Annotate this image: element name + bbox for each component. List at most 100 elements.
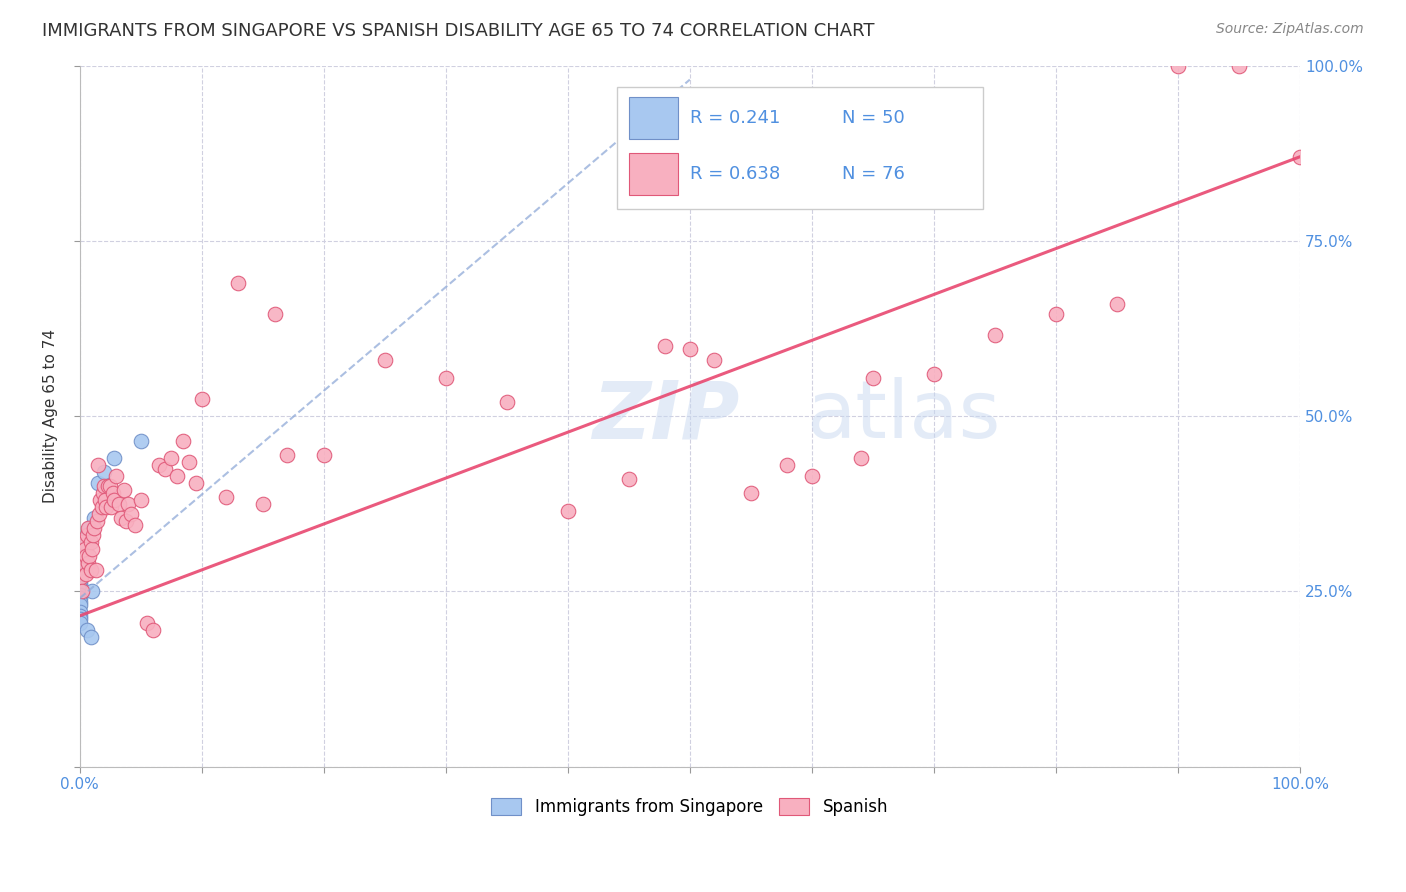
Point	[226, 276, 249, 290]
Point	[69, 612, 91, 626]
Point	[776, 458, 799, 472]
Point	[129, 493, 152, 508]
Point	[69, 615, 91, 630]
Point	[69, 588, 91, 602]
Point	[849, 451, 872, 466]
Point	[101, 486, 124, 500]
Point	[70, 553, 93, 567]
Point	[89, 507, 111, 521]
Point	[215, 490, 238, 504]
Point	[73, 556, 96, 570]
Point	[984, 328, 1007, 343]
Point	[73, 542, 96, 557]
Text: atlas: atlas	[806, 377, 1000, 455]
Point	[654, 339, 676, 353]
Text: Source: ZipAtlas.com: Source: ZipAtlas.com	[1216, 22, 1364, 37]
Point	[922, 367, 945, 381]
Point	[1227, 59, 1250, 73]
Point	[96, 500, 118, 515]
Point	[87, 458, 110, 472]
Point	[135, 615, 157, 630]
Point	[1289, 150, 1312, 164]
Text: R = 0.241: R = 0.241	[690, 109, 780, 128]
Point	[98, 479, 121, 493]
Point	[90, 500, 112, 515]
Point	[72, 553, 94, 567]
Point	[70, 570, 93, 584]
Point	[70, 556, 93, 570]
Point	[82, 528, 104, 542]
Point	[84, 563, 107, 577]
Point	[312, 448, 335, 462]
Text: ZIP: ZIP	[592, 377, 740, 455]
Point	[93, 465, 115, 479]
Point	[69, 581, 91, 595]
Point	[86, 514, 108, 528]
FancyBboxPatch shape	[617, 87, 983, 210]
Point	[166, 468, 188, 483]
Text: N = 76: N = 76	[842, 165, 905, 183]
Point	[70, 549, 93, 564]
Point	[112, 483, 135, 497]
Point	[77, 524, 100, 539]
Point	[115, 514, 138, 528]
Point	[70, 556, 93, 570]
Point	[75, 546, 97, 560]
Point	[495, 395, 517, 409]
Point	[69, 599, 91, 613]
Point	[91, 486, 114, 500]
Point	[160, 451, 183, 466]
Point	[83, 521, 105, 535]
Point	[69, 574, 91, 588]
Point	[103, 451, 125, 466]
Point	[77, 521, 100, 535]
Point	[69, 566, 91, 581]
Point	[1045, 308, 1067, 322]
Point	[75, 566, 97, 581]
Point	[276, 448, 298, 462]
Point	[69, 559, 91, 574]
Point	[72, 559, 94, 574]
Point	[72, 549, 94, 564]
Text: R = 0.638: R = 0.638	[690, 165, 780, 183]
Point	[80, 542, 103, 557]
Point	[142, 623, 165, 637]
Text: IMMIGRANTS FROM SINGAPORE VS SPANISH DISABILITY AGE 65 TO 74 CORRELATION CHART: IMMIGRANTS FROM SINGAPORE VS SPANISH DIS…	[42, 22, 875, 40]
Point	[70, 559, 93, 574]
Point	[862, 370, 884, 384]
Point	[79, 549, 101, 564]
Point	[103, 493, 125, 508]
Point	[264, 308, 287, 322]
Point	[179, 455, 201, 469]
Point	[148, 458, 170, 472]
Point	[70, 566, 93, 581]
Point	[69, 553, 91, 567]
Point	[79, 521, 101, 535]
Point	[100, 500, 122, 515]
Point	[97, 479, 120, 493]
Point	[87, 475, 110, 490]
Point	[73, 549, 96, 564]
Point	[77, 556, 100, 570]
Point	[75, 549, 97, 564]
Point	[117, 497, 139, 511]
Point	[69, 608, 91, 623]
Point	[83, 510, 105, 524]
Point	[70, 539, 93, 553]
Point	[89, 493, 111, 508]
Point	[70, 563, 93, 577]
Point	[93, 479, 115, 493]
Point	[70, 584, 93, 599]
Bar	[628, 153, 678, 195]
Point	[69, 591, 91, 606]
Y-axis label: Disability Age 65 to 74: Disability Age 65 to 74	[44, 329, 58, 503]
Point	[72, 535, 94, 549]
Point	[69, 570, 91, 584]
Point	[79, 630, 101, 644]
Point	[557, 504, 579, 518]
Text: N = 50: N = 50	[842, 109, 905, 128]
Bar	[628, 97, 678, 139]
Point	[434, 370, 457, 384]
Point	[105, 468, 128, 483]
Point	[374, 353, 396, 368]
